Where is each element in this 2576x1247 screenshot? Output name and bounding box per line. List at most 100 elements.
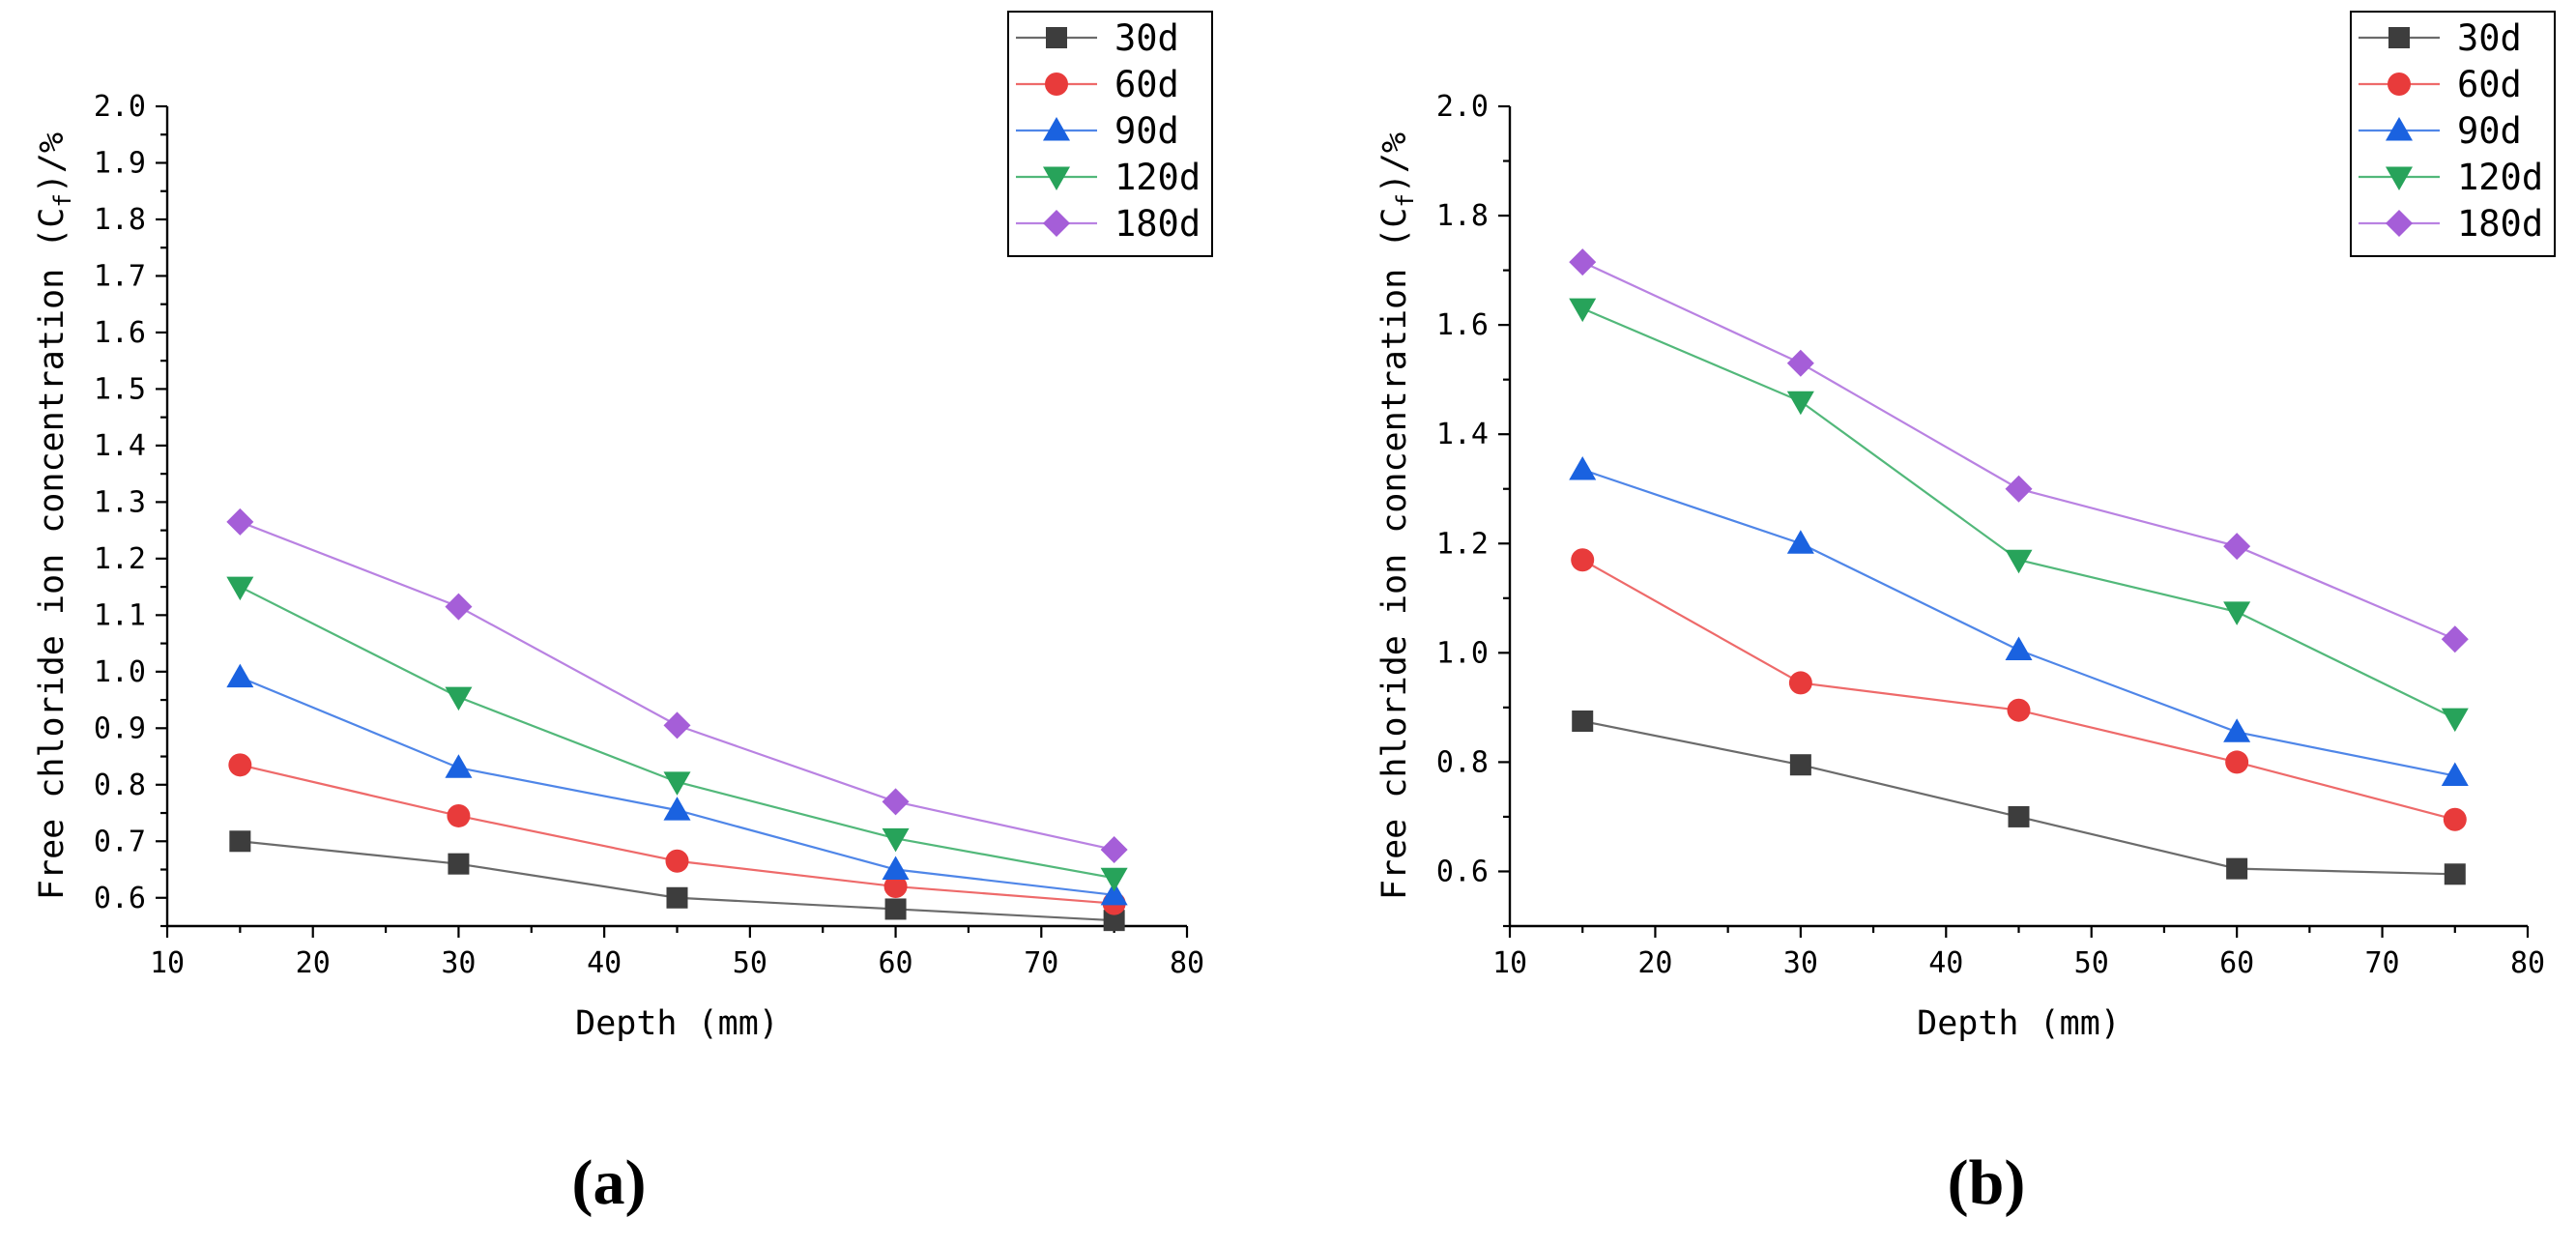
data-point-120d: [2441, 708, 2469, 733]
y-tick-label: 1.6: [94, 316, 146, 350]
chart-panel-a: 10 20 30 40 50 60 70 80 0.6 0.7 0.8 0.9 1.0 1.1 1.2 1.3…: [33, 11, 1213, 1218]
data-point-30d: [884, 898, 907, 920]
data-point-90d: [445, 754, 473, 778]
legend-label-30d: 30d: [1114, 17, 1179, 59]
x-tick-label: 20: [296, 946, 331, 980]
data-point-180d: [663, 711, 691, 740]
x-tick-label: 80: [1170, 946, 1204, 980]
data-point-30d: [1572, 710, 1594, 732]
y-tick-label: 1.4: [94, 429, 146, 463]
data-point-60d: [228, 753, 252, 777]
panel-label: (a): [572, 1147, 647, 1218]
data-point-60d: [2443, 807, 2467, 831]
x-tick-label: 30: [441, 946, 476, 980]
y-tick-label: 0.6: [1436, 855, 1489, 888]
data-point-180d: [2223, 533, 2251, 561]
data-point-180d: [226, 508, 254, 536]
data-point-60d: [447, 803, 471, 827]
data-point-120d: [226, 576, 254, 601]
data-point-90d: [2441, 762, 2469, 787]
legend-label-180d: 180d: [2457, 203, 2543, 245]
y-tick-label: 1.5: [94, 372, 146, 406]
y-tick-label: 1.2: [1436, 527, 1489, 561]
data-point-60d: [2225, 750, 2249, 774]
data-point-120d: [1569, 298, 1597, 323]
y-axis-title: Free chloride ion concentration (Cf)/%: [33, 132, 76, 900]
data-point-180d: [1569, 248, 1597, 276]
data-point-60d: [2007, 698, 2031, 722]
y-tick-label: 1.2: [94, 542, 146, 576]
legend-marker-90d: [2386, 117, 2413, 141]
y-axis-title: Free chloride ion concentration (Cf)/%: [1375, 132, 1419, 900]
x-tick-label: 30: [1783, 946, 1818, 980]
y-tick-label: 1.0: [1436, 636, 1489, 670]
data-point-180d: [2441, 625, 2469, 653]
legend-marker-120d: [2386, 166, 2413, 190]
y-tick-label: 1.3: [94, 485, 146, 519]
data-point-30d: [2444, 863, 2466, 885]
legend-label-180d: 180d: [1114, 203, 1201, 245]
y-tick-label: 2.0: [1436, 90, 1489, 124]
series-line-90d: [1581, 468, 2456, 777]
data-point-90d: [2223, 718, 2251, 742]
legend-marker-60d: [1045, 72, 1068, 96]
data-point-30d: [448, 853, 470, 875]
data-point-180d: [445, 593, 473, 621]
x-tick-label: 80: [2510, 946, 2545, 980]
x-tick-label: 40: [587, 946, 622, 980]
y-tick-label: 1.8: [1436, 199, 1489, 233]
legend-box: [2350, 11, 2556, 257]
data-point-30d: [2008, 805, 2030, 827]
legend-label-90d: 90d: [2457, 110, 2522, 152]
data-point-90d: [226, 663, 254, 688]
legend-label-30d: 30d: [2457, 17, 2522, 59]
x-tick-label: 10: [1492, 946, 1527, 980]
y-tick-label: 0.6: [94, 882, 146, 915]
legend-label-90d: 90d: [1114, 110, 1179, 152]
legend-box: [1007, 11, 1213, 257]
data-point-90d: [882, 856, 910, 881]
y-tick-label: 1.0: [94, 655, 146, 689]
legend-marker-120d: [1043, 166, 1070, 190]
data-point-60d: [1788, 671, 1812, 695]
chart-panel-b: 10 20 30 40 50 60 70 80 0.6 0.8 1.0 1.2 1.4 1.6 1.8 2.0…: [1375, 11, 2556, 1218]
y-tick-label: 1.4: [1436, 418, 1489, 451]
x-tick-label: 40: [1928, 946, 1963, 980]
legend-marker-60d: [2388, 72, 2411, 96]
y-tick-label: 0.7: [94, 825, 146, 858]
x-axis-title: Depth (mm): [575, 1004, 779, 1043]
y-tick-label: 0.9: [94, 711, 146, 745]
series-line-180d: [1581, 261, 2456, 641]
data-point-120d: [2223, 601, 2251, 625]
legend-label-60d: 60d: [2457, 64, 2522, 105]
data-point-90d: [1569, 455, 1597, 480]
legend-label-120d: 120d: [2457, 157, 2543, 198]
x-tick-label: 70: [2365, 946, 2400, 980]
y-tick-label: 1.6: [1436, 308, 1489, 342]
data-point-30d: [1103, 910, 1125, 932]
y-tick-label: 1.7: [94, 259, 146, 293]
data-point-120d: [1100, 867, 1128, 892]
x-tick-label: 60: [879, 946, 913, 980]
x-tick-label: 60: [2219, 946, 2254, 980]
legend-marker-30d: [2388, 27, 2410, 48]
legend-label-120d: 120d: [1114, 157, 1201, 198]
y-tick-label: 1.9: [94, 146, 146, 180]
data-point-180d: [882, 788, 910, 816]
panel-label: (b): [1948, 1147, 2026, 1218]
x-tick-label: 20: [1637, 946, 1672, 980]
data-point-60d: [883, 875, 908, 899]
legend-marker-30d: [1046, 27, 1067, 48]
x-tick-label: 70: [1024, 946, 1058, 980]
legend-marker-180d: [2386, 210, 2413, 237]
data-point-120d: [663, 771, 691, 796]
data-point-90d: [2005, 636, 2033, 661]
series-line-30d: [1581, 719, 2455, 876]
data-point-30d: [229, 830, 251, 853]
x-tick-label: 50: [733, 946, 767, 980]
y-tick-label: 1.1: [94, 598, 146, 632]
legend-marker-180d: [1043, 210, 1070, 237]
data-point-90d: [663, 797, 691, 821]
y-tick-label: 0.8: [94, 768, 146, 802]
